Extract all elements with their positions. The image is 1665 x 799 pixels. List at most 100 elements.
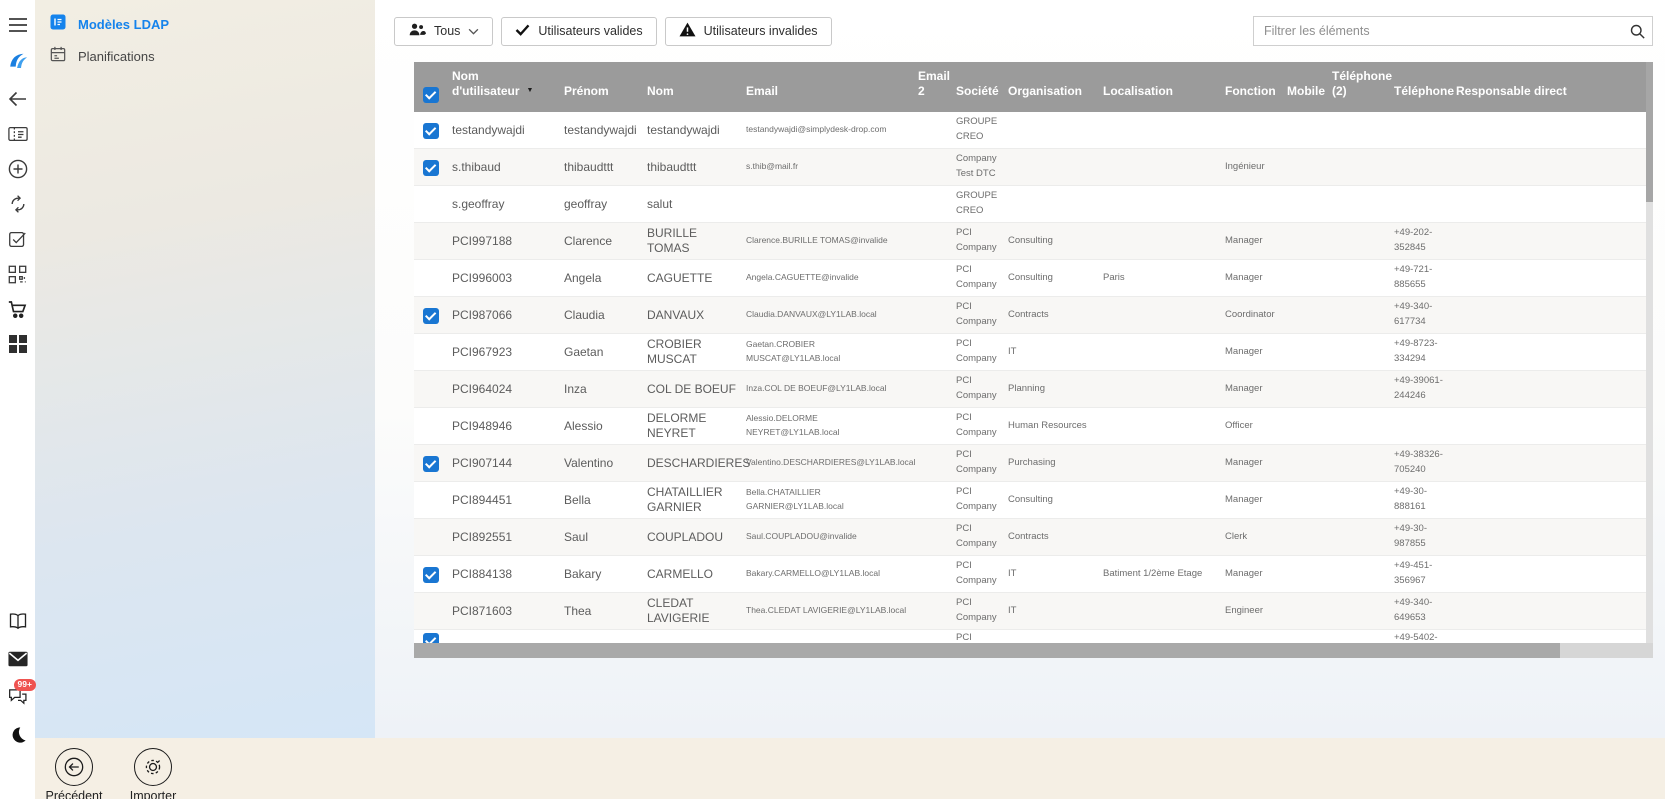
ticket-icon[interactable] <box>7 123 29 145</box>
row-checkbox[interactable] <box>423 416 439 432</box>
hamburger-menu-icon[interactable] <box>7 14 29 36</box>
row-checkbox[interactable] <box>423 567 439 583</box>
cell-prenom: thibaudttt <box>564 159 614 174</box>
table-row[interactable]: PCI871603 Thea CLEDAT LAVIGERIE Thea.CLE… <box>414 593 1653 630</box>
horizontal-scrollbar[interactable] <box>414 643 1653 658</box>
column-header-organisation[interactable]: Organisation <box>1008 84 1083 99</box>
table-row[interactable]: PCI894451 Bella CHATAILLIER GARNIER Bell… <box>414 482 1653 519</box>
filter-invalid-button[interactable]: Utilisateurs invalides <box>664 16 832 46</box>
row-checkbox[interactable] <box>423 601 439 617</box>
cell-prenom: testandywajdi <box>564 122 637 137</box>
back-arrow-icon[interactable] <box>7 88 29 110</box>
search-input[interactable] <box>1254 24 1622 38</box>
cell-responsable <box>1454 630 1653 631</box>
qr-code-icon[interactable] <box>7 263 29 285</box>
row-checkbox[interactable] <box>423 456 439 472</box>
shopping-cart-icon[interactable] <box>7 298 29 320</box>
table-row[interactable]: PCI884138 Bakary CARMELLO Bakary.CARMELL… <box>414 556 1653 593</box>
task-check-icon[interactable] <box>7 228 29 250</box>
row-checkbox[interactable] <box>423 123 439 139</box>
row-checkbox[interactable] <box>423 379 439 395</box>
cell-username: PCI964024 <box>452 381 513 396</box>
row-checkbox[interactable] <box>423 160 439 176</box>
cell-nom: testandywajdi <box>647 122 720 137</box>
table-row[interactable]: PCI +49-5402- <box>414 630 1653 643</box>
search-icon[interactable] <box>1622 17 1652 45</box>
row-checkbox[interactable] <box>423 633 439 643</box>
column-header-fonction[interactable]: Fonction <box>1225 84 1276 99</box>
add-circle-icon[interactable] <box>7 158 29 180</box>
row-checkbox[interactable] <box>423 268 439 284</box>
cell-prenom: Valentino <box>564 455 614 470</box>
column-header-localisation[interactable]: Localisation <box>1103 84 1174 99</box>
users-icon <box>408 22 426 40</box>
row-checkbox[interactable] <box>423 308 439 324</box>
column-header-telephone2[interactable]: Téléphone (2) <box>1332 68 1393 99</box>
cell-nom: CROBIER MUSCAT <box>647 337 702 366</box>
cell-email: Angela.CAGUETTE@invalide <box>746 272 859 283</box>
row-checkbox[interactable] <box>423 194 439 210</box>
cell-societe: PCI Company <box>956 412 997 438</box>
table-row[interactable]: PCI892551 Saul COUPLADOU Saul.COUPLADOU@… <box>414 519 1653 556</box>
app-logo-icon[interactable] <box>7 49 29 75</box>
apps-grid-icon[interactable] <box>7 333 29 355</box>
column-header-telephone[interactable]: Téléphone <box>1394 84 1455 99</box>
cell-societe: PCI Company <box>956 375 997 401</box>
cell-username <box>450 630 562 631</box>
column-header-username[interactable]: Nom d'utilisateur ▼ <box>452 68 534 99</box>
mail-icon[interactable] <box>7 648 29 670</box>
panel-item-modeles-ldap[interactable]: Modèles LDAP <box>35 8 375 40</box>
vertical-scrollbar[interactable] <box>1646 62 1653 643</box>
cell-organisation: IT <box>1008 604 1017 616</box>
cell-email2 <box>916 630 954 631</box>
column-header-nom[interactable]: Nom <box>647 84 674 99</box>
column-header-mobile[interactable]: Mobile <box>1287 84 1325 99</box>
table-row[interactable]: PCI948946 Alessio DELORME NEYRET Alessio… <box>414 408 1653 445</box>
dark-mode-moon-icon[interactable] <box>7 724 29 746</box>
column-header-societe[interactable]: Société <box>956 84 999 99</box>
column-header-email[interactable]: Email <box>746 84 779 99</box>
select-all-checkbox[interactable] <box>423 87 439 103</box>
previous-button[interactable]: Précédent <box>39 748 109 799</box>
table-row[interactable]: s.geoffray geoffray salut GROUPE CREO <box>414 186 1653 223</box>
row-checkbox[interactable] <box>423 527 439 543</box>
filter-all-button[interactable]: Tous <box>394 16 494 46</box>
panel-item-planifications[interactable]: Planifications <box>35 40 375 72</box>
knowledge-book-icon[interactable] <box>7 610 29 632</box>
cell-nom: BURILLE TOMAS <box>647 226 698 255</box>
cell-prenom: geoffray <box>564 196 608 211</box>
filter-valid-button[interactable]: Utilisateurs valides <box>501 16 657 46</box>
horizontal-scrollbar-thumb[interactable] <box>414 643 1561 658</box>
column-header-prenom[interactable]: Prénom <box>564 84 609 99</box>
table-row[interactable]: PCI967923 Gaetan CROBIER MUSCAT Gaetan.C… <box>414 334 1653 371</box>
cell-email: Bella.CHATAILLIER GARNIER@LY1LAB.local <box>746 487 844 511</box>
table-row[interactable]: s.thibaud thibaudttt thibaudttt s.thib@m… <box>414 149 1653 186</box>
row-checkbox[interactable] <box>423 342 439 358</box>
column-header-responsable[interactable]: Responsable direct <box>1456 84 1567 99</box>
table-row[interactable]: PCI987066 Claudia DANVAUX Claudia.DANVAU… <box>414 297 1653 334</box>
cell-organisation: Purchasing <box>1008 456 1056 468</box>
cell-societe: PCI <box>956 632 972 643</box>
panel-item-label: Modèles LDAP <box>78 16 170 32</box>
main-content: Tous Utilisateurs valides Utilisateurs i… <box>375 0 1665 738</box>
table-row[interactable]: PCI964024 Inza COL DE BOEUF Inza.COL DE … <box>414 371 1653 408</box>
row-checkbox[interactable] <box>423 490 439 506</box>
table-row[interactable]: PCI997188 Clarence BURILLE TOMAS Clarenc… <box>414 223 1653 260</box>
import-button[interactable]: Importer <box>118 748 188 799</box>
cell-nom: thibaudttt <box>647 159 697 174</box>
import-gear-icon <box>134 748 172 786</box>
row-checkbox[interactable] <box>423 231 439 247</box>
table-row[interactable]: testandywajdi testandywajdi testandywajd… <box>414 112 1653 149</box>
cell-organisation: Contracts <box>1008 308 1049 320</box>
cell-username: PCI948946 <box>452 418 513 433</box>
row-checkbox-cell <box>414 601 450 622</box>
chat-icon[interactable]: 99+ <box>7 679 36 708</box>
table-row[interactable]: PCI996003 Angela CAGUETTE Angela.CAGUETT… <box>414 260 1653 297</box>
cell-societe: Company Test DTC <box>956 153 997 179</box>
column-header-email2[interactable]: Email 2 <box>918 68 951 99</box>
vertical-scrollbar-thumb[interactable] <box>1646 62 1653 202</box>
cell-societe: PCI Company <box>956 486 997 512</box>
table-row[interactable]: PCI907144 Valentino DESCHARDIERES Valent… <box>414 445 1653 482</box>
sync-icon[interactable] <box>7 193 29 215</box>
cell-username: s.geoffray <box>452 196 505 211</box>
